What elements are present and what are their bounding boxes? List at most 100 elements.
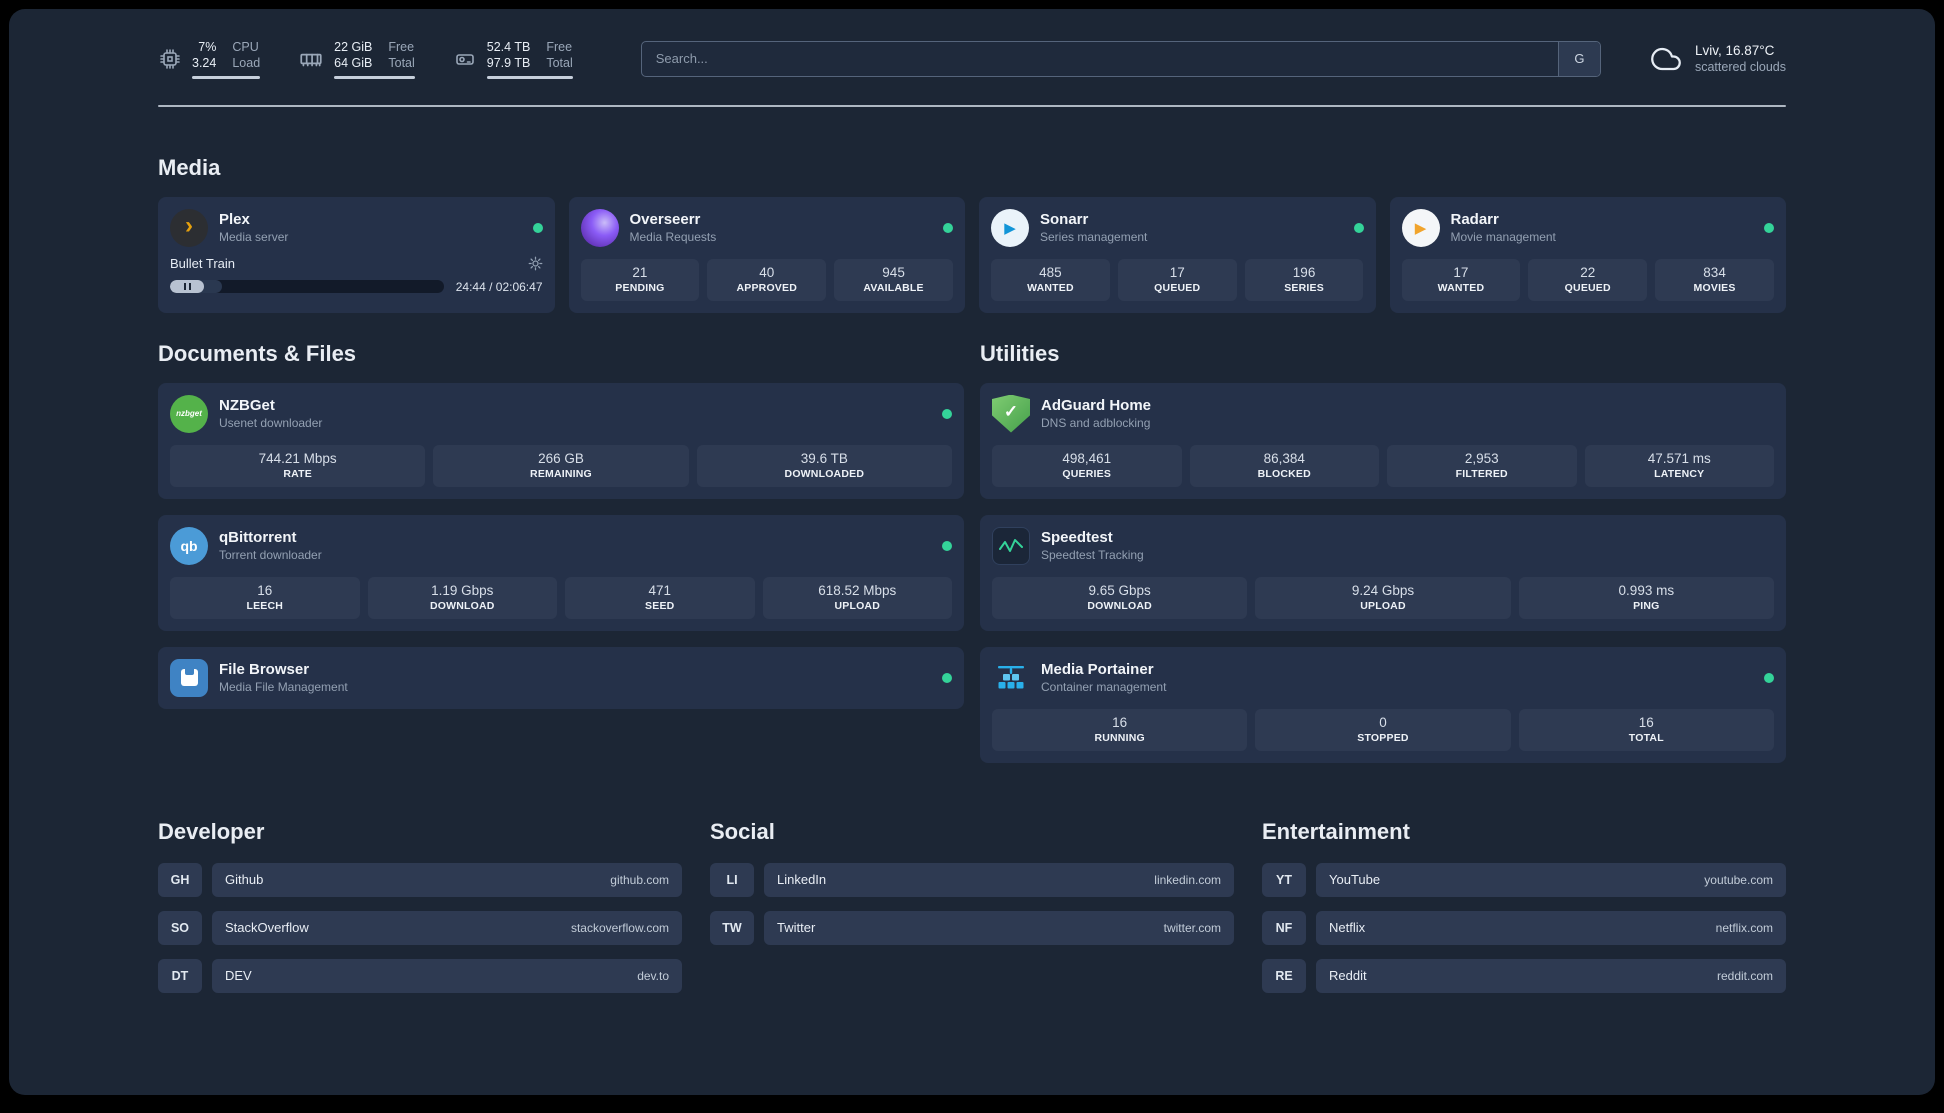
section-title-utilities: Utilities: [980, 340, 1060, 366]
link-linkedin[interactable]: LI LinkedIn linkedin.com: [710, 862, 1234, 897]
service-name: Radarr: [1450, 211, 1499, 228]
service-card-nzbget[interactable]: nzbget NZBGet Usenet downloader 744.21 M…: [158, 382, 964, 499]
stat-label: QUEUED: [1564, 281, 1611, 294]
service-card-plex[interactable]: › Plex Media server Bullet Train: [158, 196, 555, 313]
section-title-social: Social: [710, 818, 775, 844]
stat-value: 86,384: [1263, 450, 1305, 466]
link-name: YouTube: [1329, 872, 1381, 887]
stat-label: AVAILABLE: [863, 281, 924, 294]
stat-box: 266 GB REMAINING: [433, 444, 689, 487]
weather-widget: Lviv, 16.87°C scattered clouds: [1649, 43, 1786, 74]
status-indicator: [1764, 222, 1774, 233]
speedtest-icon: [992, 526, 1030, 565]
pause-button[interactable]: [170, 280, 204, 293]
service-name: NZBGet: [219, 397, 275, 414]
stat-label: TOTAL: [1628, 731, 1664, 744]
link-abbr: RE: [1262, 958, 1306, 993]
stat-box: 0 STOPPED: [1255, 708, 1511, 751]
nzbget-icon: nzbget: [170, 394, 208, 433]
stat-value: 17: [1453, 264, 1469, 280]
adguard-shield-icon: ✓: [992, 394, 1030, 433]
service-description: Movie management: [1450, 230, 1556, 244]
stat-value: 47.571 ms: [1647, 450, 1711, 466]
service-description: Usenet downloader: [219, 416, 323, 430]
status-indicator: [942, 540, 952, 551]
link-name: Netflix: [1329, 920, 1366, 935]
service-name: File Browser: [219, 661, 310, 678]
service-name: qBittorrent: [219, 529, 297, 546]
link-name: DEV: [225, 968, 252, 983]
link-name: Twitter: [777, 920, 816, 935]
stat-box: 1.19 Gbps DOWNLOAD: [367, 576, 557, 619]
link-name: Reddit: [1329, 968, 1367, 983]
stat-value: 22: [1580, 264, 1596, 280]
weather-condition: scattered clouds: [1694, 60, 1786, 75]
stat-box: 86,384 BLOCKED: [1189, 444, 1379, 487]
stat-box: 945 AVAILABLE: [834, 258, 953, 301]
stat-value: 1.19 Gbps: [431, 582, 494, 598]
link-dev[interactable]: DT DEV dev.to: [158, 958, 682, 993]
link-name: StackOverflow: [225, 920, 309, 935]
stat-value: 744.21 Mbps: [258, 450, 337, 466]
media-card-grid: › Plex Media server Bullet Train: [158, 196, 1786, 313]
service-card-adguard[interactable]: ✓ AdGuard Home DNS and adblocking 498,46…: [980, 382, 1786, 499]
stat-value: 0: [1379, 714, 1387, 730]
service-card-speedtest[interactable]: Speedtest Speedtest Tracking 9.65 Gbps D…: [980, 514, 1786, 631]
link-url: stackoverflow.com: [570, 920, 669, 935]
memory-usage-bar: [334, 75, 415, 79]
memory-widget: 22 GiB 64 GiB Free Total: [298, 39, 415, 79]
stat-label: RUNNING: [1094, 731, 1145, 744]
playback-progress-bar[interactable]: [170, 280, 444, 293]
stat-box: 16 LEECH: [170, 576, 360, 619]
service-description: Media File Management: [219, 680, 348, 694]
stat-label: WANTED: [1437, 281, 1485, 294]
stat-label: LEECH: [246, 599, 284, 612]
service-name: Sonarr: [1040, 211, 1089, 228]
documents-column: Documents & Files nzbget NZBGet Usenet d…: [158, 341, 964, 709]
service-name: Plex: [219, 211, 250, 228]
status-indicator: [1353, 222, 1364, 233]
link-youtube[interactable]: YT YouTube youtube.com: [1262, 862, 1786, 897]
stat-label: DOWNLOAD: [429, 599, 495, 612]
link-abbr: TW: [710, 910, 754, 945]
stat-label: MOVIES: [1693, 281, 1736, 294]
stat-label: SEED: [645, 599, 675, 612]
stat-label: SERIES: [1284, 281, 1324, 294]
service-card-portainer[interactable]: Media Portainer Container management 16 …: [980, 646, 1786, 763]
link-netflix[interactable]: NF Netflix netflix.com: [1262, 910, 1786, 945]
search-provider-button[interactable]: G: [1557, 41, 1600, 76]
disk-label-2: Total: [546, 56, 573, 71]
service-card-filebrowser[interactable]: File Browser Media File Management: [158, 646, 964, 709]
stat-value: 471: [648, 582, 672, 598]
service-card-overseerr[interactable]: Overseerr Media Requests 21 PENDING 40 A…: [568, 196, 965, 313]
status-indicator: [1764, 672, 1774, 683]
utilities-column: Utilities ✓ AdGuard Home DNS and adblock…: [980, 341, 1786, 763]
stat-label: BLOCKED: [1257, 467, 1311, 480]
cpu-label-1: CPU: [232, 40, 259, 54]
disk-icon: [453, 47, 477, 71]
link-reddit[interactable]: RE Reddit reddit.com: [1262, 958, 1786, 993]
service-description: Torrent downloader: [219, 548, 322, 562]
stat-box: 39.6 TB DOWNLOADED: [696, 444, 952, 487]
dashboard: 7% 3.24 CPU Load: [9, 9, 1935, 1095]
middle-two-column-area: Documents & Files nzbget NZBGet Usenet d…: [158, 341, 1786, 763]
memory-icon: [298, 46, 324, 72]
service-description: Speedtest Tracking: [1041, 548, 1144, 562]
link-twitter[interactable]: TW Twitter twitter.com: [710, 910, 1234, 945]
service-description: Media Requests: [629, 230, 717, 244]
service-card-qbittorrent[interactable]: qb qBittorrent Torrent downloader 16 LEE…: [158, 514, 964, 631]
stat-box: 16 RUNNING: [992, 708, 1248, 751]
link-abbr: NF: [1262, 910, 1306, 945]
service-name: Media Portainer: [1041, 661, 1154, 678]
status-indicator: [943, 222, 953, 233]
service-card-sonarr[interactable]: ▶ Sonarr Series management 485 WANTED 17…: [979, 196, 1376, 313]
link-stackoverflow[interactable]: SO StackOverflow stackoverflow.com: [158, 910, 682, 945]
stat-value: 21: [632, 264, 648, 280]
stat-value: 945: [882, 264, 905, 280]
stat-value: 485: [1039, 264, 1062, 280]
search-input[interactable]: [640, 40, 1601, 77]
service-card-radarr[interactable]: ▶ Radarr Movie management 17 WANTED 22 Q…: [1389, 196, 1786, 313]
link-github[interactable]: GH Github github.com: [158, 862, 682, 897]
entertainment-links-column: Entertainment YT YouTube youtube.com NF …: [1262, 819, 1786, 993]
gear-icon[interactable]: [528, 256, 543, 271]
